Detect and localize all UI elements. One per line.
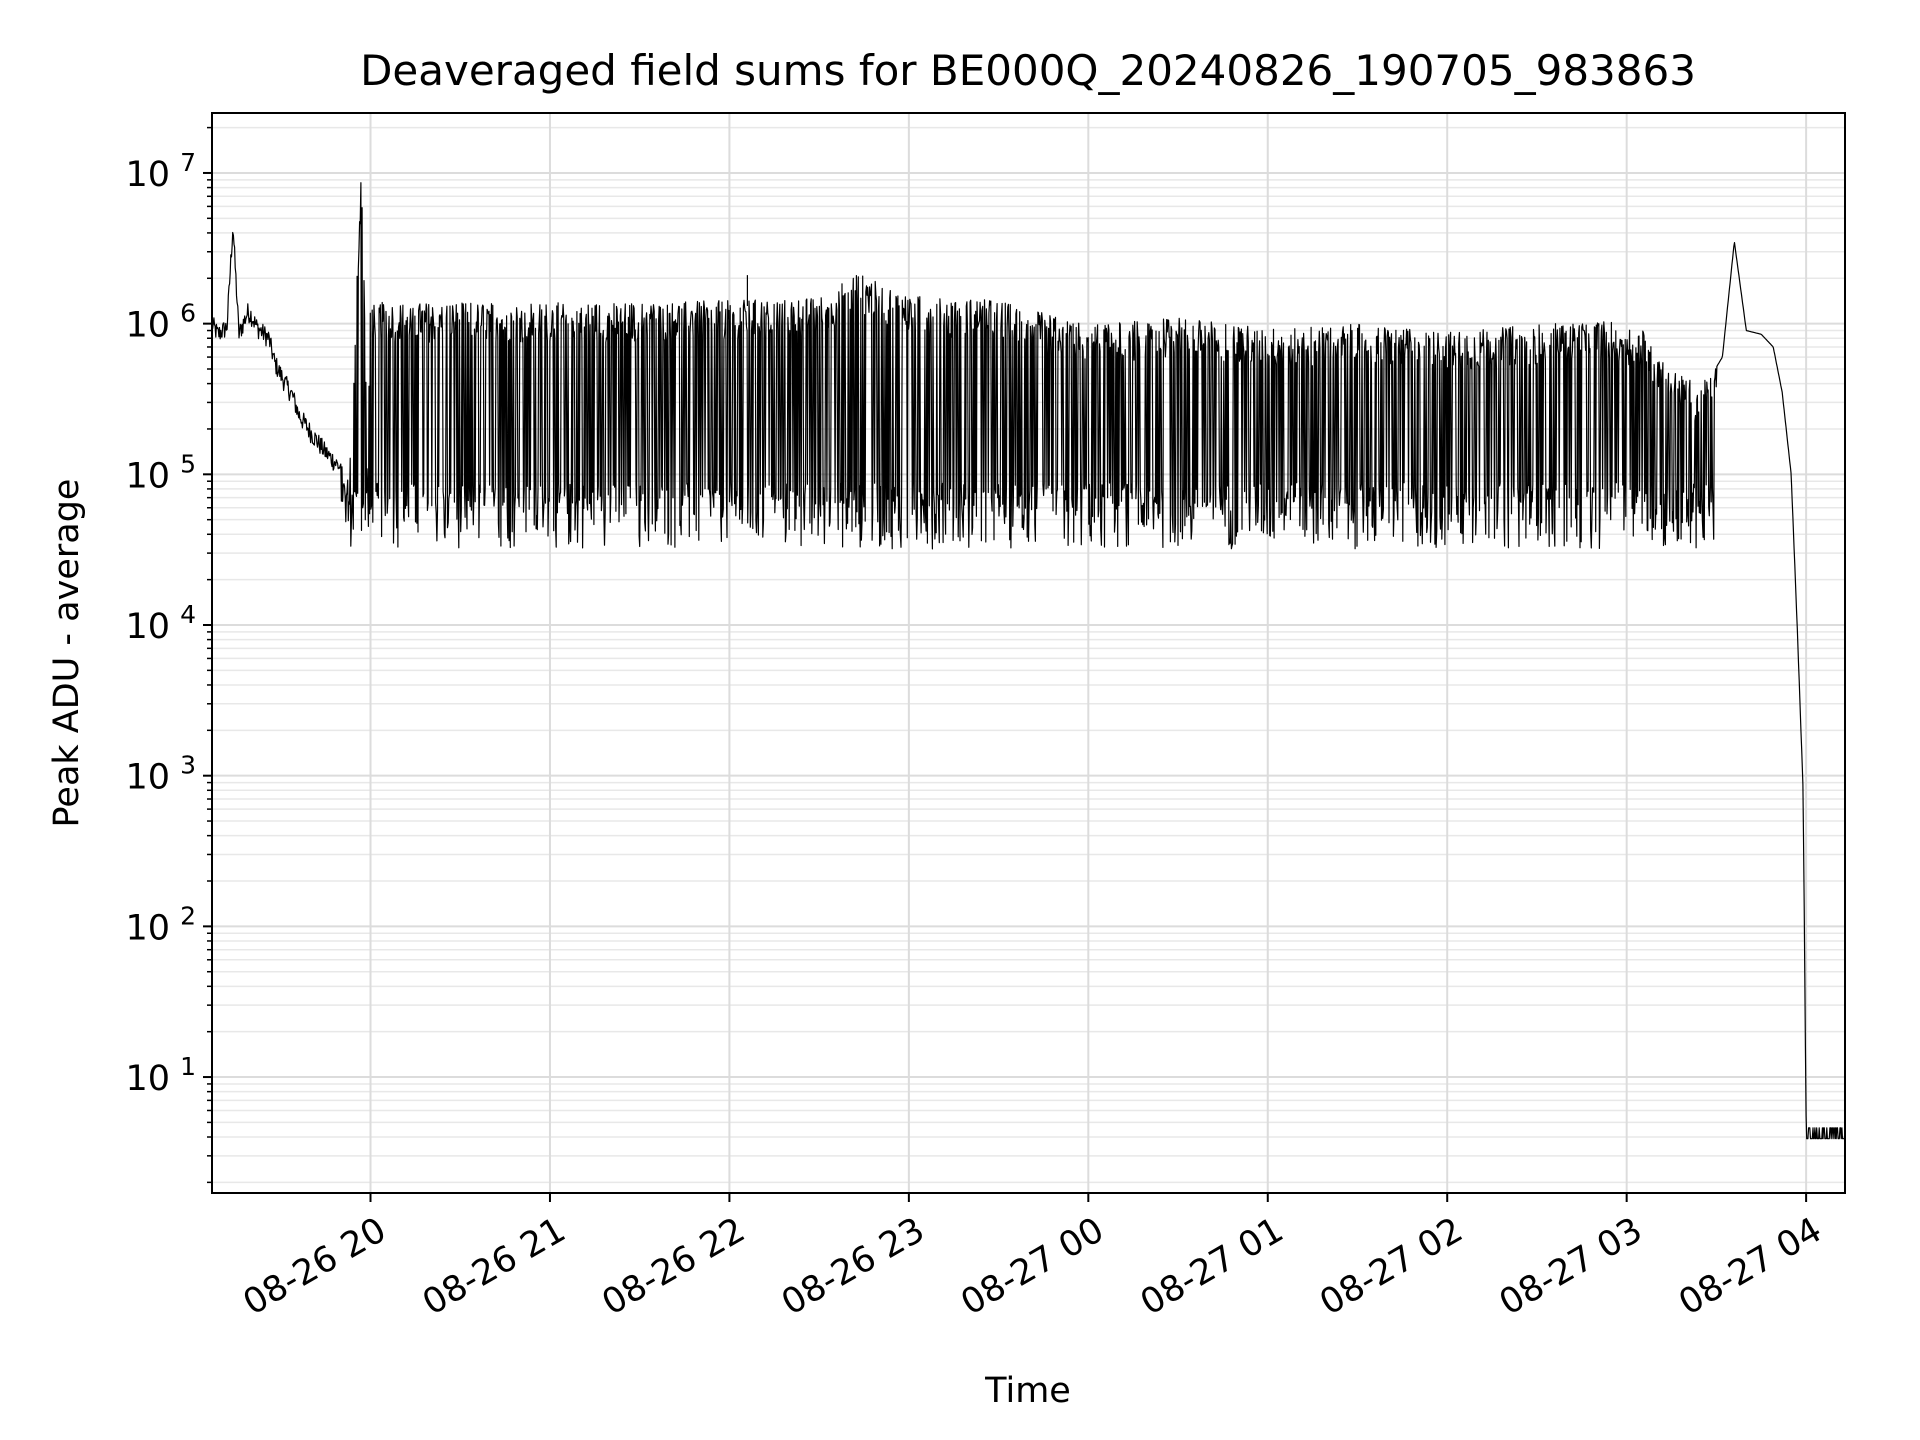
y-tick-label: 10	[125, 758, 170, 798]
x-tick-label: 08-26 23	[775, 1210, 931, 1323]
x-axis-label: Time	[984, 1371, 1071, 1411]
y-axis-label: Peak ADU - average	[47, 479, 87, 828]
x-tick-label: 08-27 02	[1313, 1210, 1469, 1323]
x-tick-label: 08-26 20	[237, 1210, 393, 1323]
x-tick-label: 08-26 22	[596, 1210, 752, 1323]
x-tick-label: 08-27 01	[1134, 1210, 1290, 1323]
y-tick-label: 10	[125, 607, 170, 647]
y-tick-exponent: 6	[180, 299, 196, 328]
y-tick-label: 10	[125, 155, 170, 195]
y-tick-label: 10	[125, 306, 170, 346]
y-tick-label: 10	[125, 908, 170, 948]
x-tick-label: 08-26 21	[416, 1210, 572, 1323]
y-tick-exponent: 7	[180, 148, 196, 177]
y-tick-exponent: 2	[180, 901, 196, 930]
y-tick-label: 10	[125, 456, 170, 496]
x-axis: 08-26 20 08-26 21 08-26 22 08-26 23 08-27 00…	[237, 1193, 1829, 1323]
y-axis: 10 1 10 2 10 3 10 4 10 5 10 6 10 7	[125, 126, 212, 1184]
x-tick-label: 08-27 03	[1493, 1210, 1649, 1323]
y-tick-exponent: 1	[180, 1052, 196, 1081]
y-tick-exponent: 3	[180, 751, 196, 780]
y-tick-exponent: 5	[180, 449, 196, 478]
x-tick-label: 08-27 04	[1672, 1210, 1828, 1323]
y-tick-exponent: 4	[180, 600, 196, 629]
y-tick-label: 10	[125, 1059, 170, 1099]
chart-title: Deaveraged field sums for BE000Q_2024082…	[360, 46, 1696, 95]
x-tick-label: 08-27 00	[955, 1210, 1111, 1323]
plot-frame	[211, 112, 1846, 1194]
grid-lines	[212, 113, 1845, 1193]
